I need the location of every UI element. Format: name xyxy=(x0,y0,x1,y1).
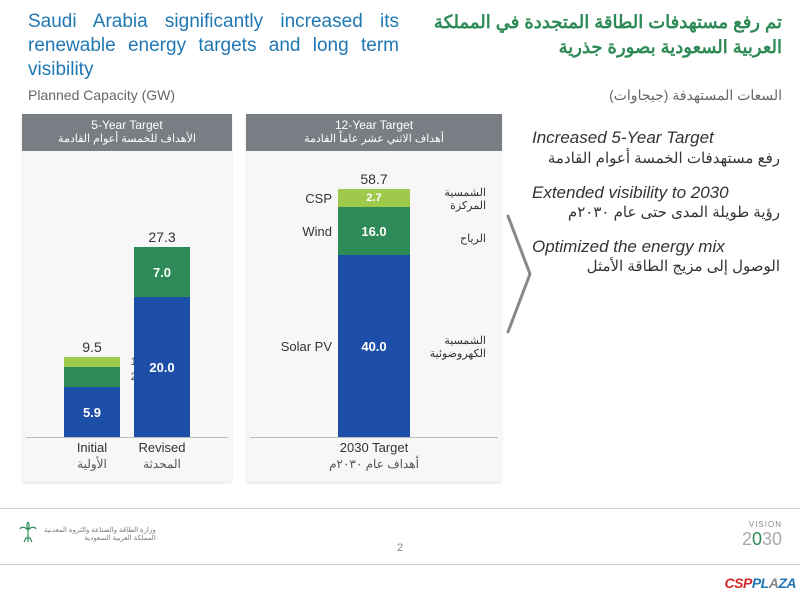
title-ar: تم رفع مستهدفات الطاقة المتجددة في الممل… xyxy=(405,10,782,81)
chart-12year-axis: 2030 Targetأهداف عام ٢٠٣٠م xyxy=(250,437,498,471)
bar-segment xyxy=(64,357,120,367)
axis-label: Revisedالمحدثة xyxy=(134,440,190,471)
segment-label-ar: الشمسية المركزة xyxy=(416,186,486,212)
bar-stack: 58.740.0Solar PVالشمسية الكهروضوئية16.0W… xyxy=(338,189,410,437)
segment-label-en: Solar PV xyxy=(262,339,332,354)
axis-label: 2030 Targetأهداف عام ٢٠٣٠م xyxy=(304,440,444,471)
vision-year: 2030 xyxy=(742,529,782,550)
segment-label-en: Wind xyxy=(262,224,332,239)
chart-12year-title-en: 12-Year Target xyxy=(246,118,502,133)
subtitle-ar: السعات المستهدفة (جيجاوات) xyxy=(405,87,782,104)
axis-label: Initialالأولية xyxy=(64,440,120,471)
chart-12year-bars: 58.7 40.0 Solar PV الشمسية الكهروضوئية 16.0 W… xyxy=(250,157,498,437)
bar-segment: 40.0 xyxy=(338,255,410,437)
bar-total: 58.7 xyxy=(338,171,410,187)
bar-column: 27.320.07.0 xyxy=(134,247,190,437)
subtitle-row: Planned Capacity (GW) السعات المستهدفة (… xyxy=(0,85,800,108)
bullets-list: Increased 5-Year Target رفع مستهدفات الخم… xyxy=(532,128,780,277)
bar-stack: 9.55.92.41.2 xyxy=(64,357,120,437)
bullet-item: Increased 5-Year Target رفع مستهدفات الخم… xyxy=(532,128,780,168)
bar-segment xyxy=(64,367,120,387)
palm-icon xyxy=(18,520,38,549)
bullet-en: Increased 5-Year Target xyxy=(532,128,780,148)
segment-label-en: CSP xyxy=(262,191,332,206)
chart-5year-title-en: 5-Year Target xyxy=(22,118,232,133)
footer-left: وزارة الطاقة والصناعة والثروة المعدنية ا… xyxy=(18,520,156,549)
bullet-en: Extended visibility to 2030 xyxy=(532,183,780,203)
bar-stack: 27.320.07.0 xyxy=(134,247,190,437)
chevron-right-icon xyxy=(506,214,534,334)
footer: وزارة الطاقة والصناعة والثروة المعدنية ا… xyxy=(0,508,800,560)
main-row: 5-Year Target الأهداف للخمسة أعوام القاد… xyxy=(0,108,800,482)
ministry-text: وزارة الطاقة والصناعة والثروة المعدنية ا… xyxy=(44,527,156,542)
chart-12year: 12-Year Target أهداف الاثني عشر عاماً ال… xyxy=(246,114,502,482)
bar-total: 27.3 xyxy=(134,229,190,245)
bar-segment: 20.0 xyxy=(134,297,190,437)
chart-5year-header: 5-Year Target الأهداف للخمسة أعوام القاد… xyxy=(22,114,232,151)
segment-label-ar: الشمسية الكهروضوئية xyxy=(416,334,486,360)
bullet-ar: رؤية طويلة المدى حتى عام ٢٠٣٠م xyxy=(532,204,780,223)
chart-12year-title-ar: أهداف الاثني عشر عاماً القادمة xyxy=(246,133,502,147)
bar-segment: 5.9 xyxy=(64,387,120,437)
bullets-column: Increased 5-Year Target رفع مستهدفات الخم… xyxy=(502,114,786,482)
bullet-ar: رفع مستهدفات الخمسة أعوام القادمة xyxy=(532,150,780,169)
chart-12year-header: 12-Year Target أهداف الاثني عشر عاماً ال… xyxy=(246,114,502,151)
chart-12year-body: 58.7 40.0 Solar PV الشمسية الكهروضوئية 16.0 W… xyxy=(246,151,502,482)
chart-5year-title-ar: الأهداف للخمسة أعوام القادمة xyxy=(22,133,232,147)
footer-right: VISION 2030 xyxy=(742,520,782,550)
chart-5year-body: 9.55.92.41.227.320.07.0 InitialالأوليةRe… xyxy=(22,151,232,482)
bar-segment: 2.7 xyxy=(338,189,410,207)
bar-column: 58.740.0Solar PVالشمسية الكهروضوئية16.0W… xyxy=(338,189,410,437)
bullet-item: Extended visibility to 2030رؤية طويلة ال… xyxy=(532,183,780,223)
bullet-item: Optimized the energy mixالوصول إلى مزيج … xyxy=(532,237,780,277)
title-row: Saudi Arabia significantly increased its… xyxy=(0,0,800,85)
slide-page: Saudi Arabia significantly increased its… xyxy=(0,0,800,565)
segment-label-ar: الرياح xyxy=(416,232,486,245)
chart-5year-bars: 9.55.92.41.227.320.07.0 xyxy=(26,157,228,437)
charts-column: 5-Year Target الأهداف للخمسة أعوام القاد… xyxy=(22,114,502,482)
bar-column: 9.55.92.41.2 xyxy=(64,357,120,437)
chart-5year-axis: Initialالأولية Revisedالمحدثة xyxy=(26,437,228,471)
chart-5year: 5-Year Target الأهداف للخمسة أعوام القاد… xyxy=(22,114,232,482)
subtitle-en: Planned Capacity (GW) xyxy=(28,87,405,104)
vision-label: VISION xyxy=(742,520,782,529)
page-number: 2 xyxy=(397,542,403,554)
bullet-en: Optimized the energy mix xyxy=(532,237,780,257)
bar-segment: 16.0 xyxy=(338,207,410,255)
title-en: Saudi Arabia significantly increased its… xyxy=(28,10,405,81)
bullet-ar: الوصول إلى مزيج الطاقة الأمثل xyxy=(532,258,780,277)
bar-total: 9.5 xyxy=(64,339,120,355)
bar-segment: 7.0 xyxy=(134,247,190,297)
